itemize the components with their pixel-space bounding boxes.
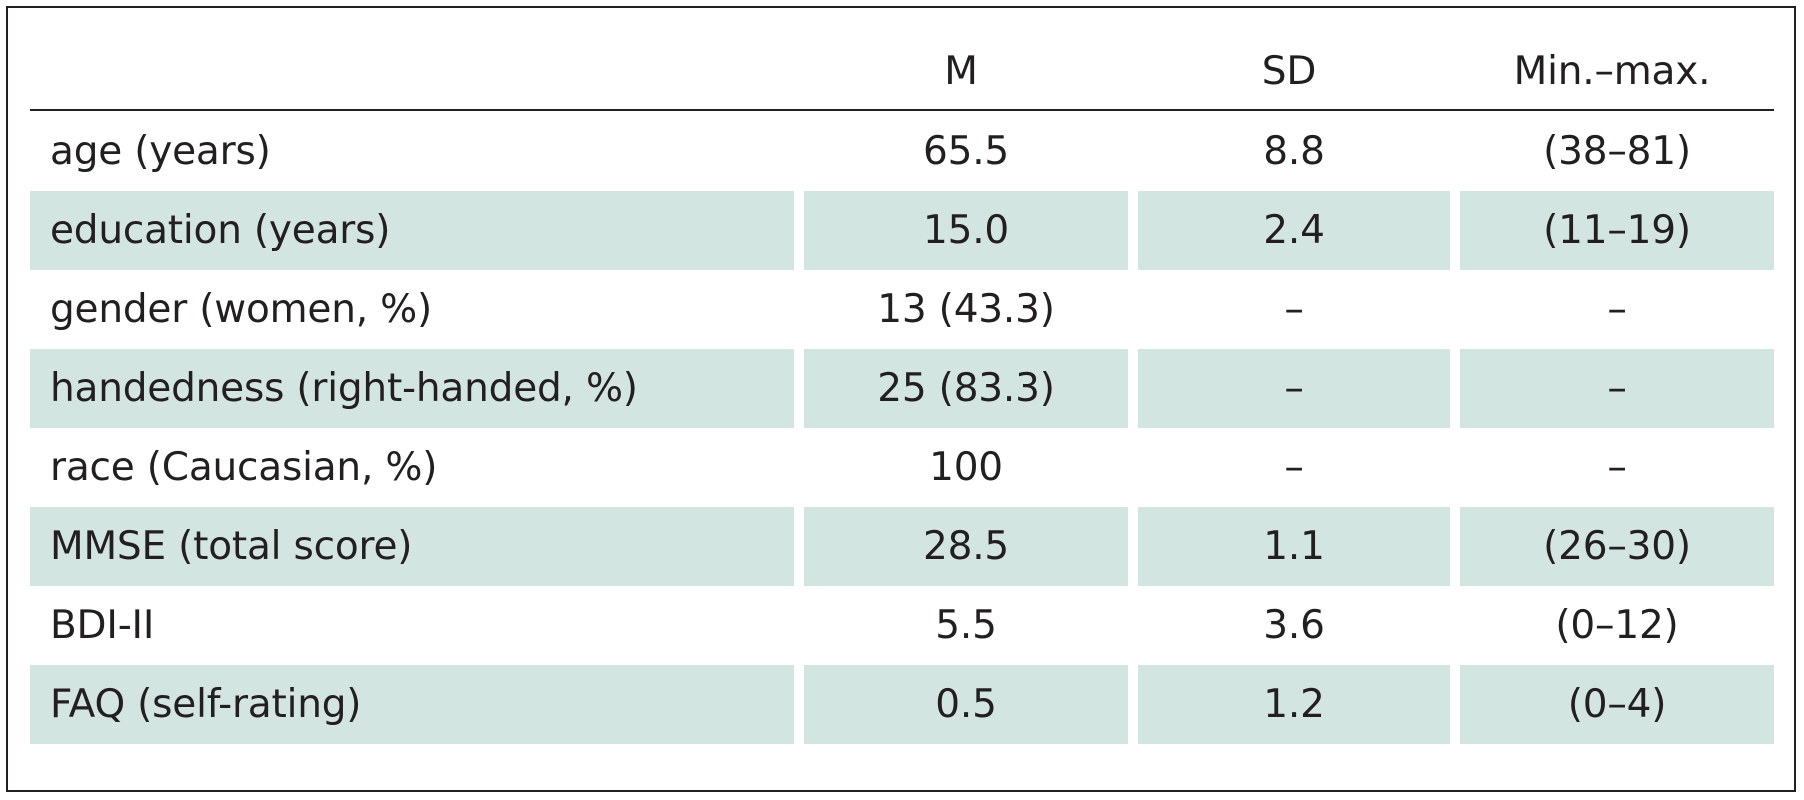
- header-variable: [30, 34, 794, 111]
- cell-sd: 3.6: [1128, 586, 1450, 665]
- header-sd: SD: [1128, 34, 1450, 111]
- cell-min-max: (26–30): [1450, 507, 1774, 586]
- cell-sd: 2.4: [1128, 191, 1450, 270]
- table-frame: [6, 6, 1796, 792]
- table-row: handedness (right-handed, %) 25 (83.3) –…: [30, 349, 1774, 428]
- table-row: FAQ (self-rating) 0.5 1.2 (0–4): [30, 665, 1774, 744]
- cell-min-max: (0–4): [1450, 665, 1774, 744]
- cell-mean: 0.5: [794, 665, 1128, 744]
- table-row: BDI-II 5.5 3.6 (0–12): [30, 586, 1774, 665]
- row-label: BDI-II: [50, 603, 155, 648]
- cell-min-max: (0–12): [1450, 586, 1774, 665]
- table-row: gender (women, %) 13 (43.3) – –: [30, 270, 1774, 349]
- cell-mean: 100: [794, 428, 1128, 507]
- cell-sd: 8.8: [1128, 111, 1450, 191]
- cell-mean: 5.5: [794, 586, 1128, 665]
- header-row: M SD Min.–max.: [30, 34, 1774, 111]
- row-label: education (years): [30, 191, 794, 270]
- cell-mean: 65.5: [794, 111, 1128, 191]
- cell-mean: 28.5: [794, 507, 1128, 586]
- cell-min-max: –: [1450, 428, 1774, 507]
- cell-mean: 15.0: [794, 191, 1128, 270]
- row-label: age (years): [50, 128, 271, 174]
- row-label: FAQ (self-rating): [30, 665, 794, 744]
- row-label: race (Caucasian, %): [50, 445, 438, 490]
- demographics-table: M SD Min.–max. age (years) 65.5 8.8 (38–…: [30, 34, 1774, 744]
- cell-min-max: –: [1450, 349, 1774, 428]
- row-label: MMSE (total score): [30, 507, 794, 586]
- cell-sd: –: [1128, 428, 1450, 507]
- table-row: MMSE (total score) 28.5 1.1 (26–30): [30, 507, 1774, 586]
- cell-mean: 25 (83.3): [794, 349, 1128, 428]
- cell-sd: –: [1128, 270, 1450, 349]
- cell-mean: 13 (43.3): [794, 270, 1128, 349]
- cell-sd: 1.2: [1128, 665, 1450, 744]
- cell-sd: –: [1128, 349, 1450, 428]
- row-label: handedness (right-handed, %): [30, 349, 794, 428]
- table-row: race (Caucasian, %) 100 – –: [30, 428, 1774, 507]
- table-row: age (years) 65.5 8.8 (38–81): [30, 111, 1774, 191]
- row-label: gender (women, %): [50, 287, 432, 332]
- cell-min-max: –: [1450, 270, 1774, 349]
- cell-min-max: (11–19): [1450, 191, 1774, 270]
- cell-min-max: (38–81): [1450, 111, 1774, 191]
- cell-sd: 1.1: [1128, 507, 1450, 586]
- table-row: education (years) 15.0 2.4 (11–19): [30, 191, 1774, 270]
- header-mean: M: [794, 34, 1128, 111]
- header-min-max: Min.–max.: [1450, 34, 1774, 111]
